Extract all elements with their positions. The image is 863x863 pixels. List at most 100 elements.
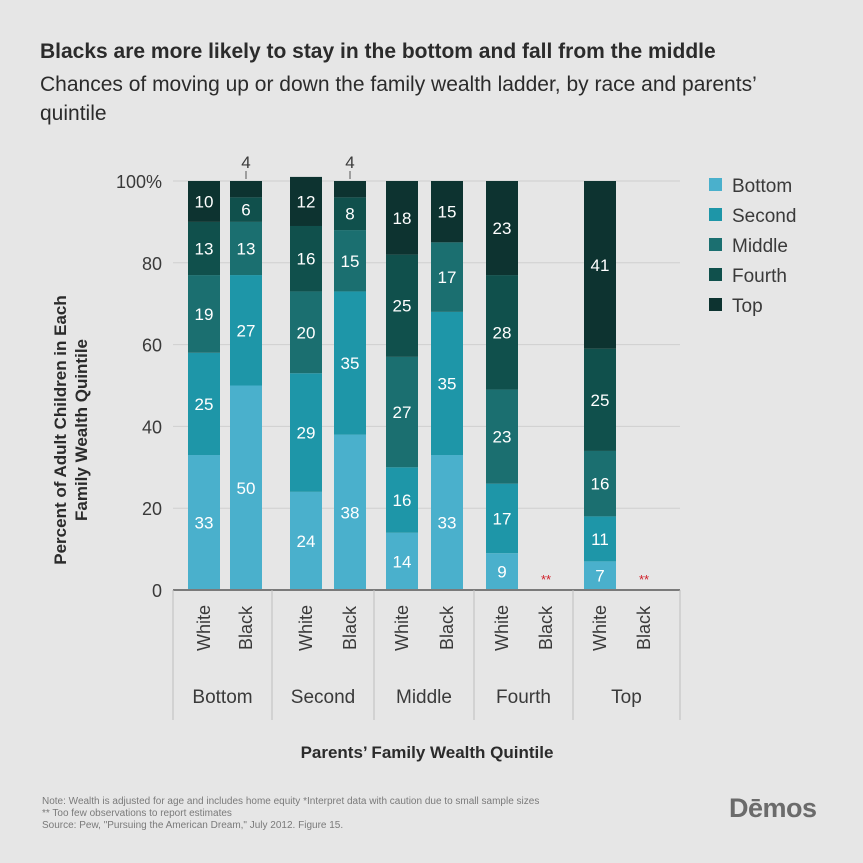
chart-title: Blacks are more likely to stay in the bo… [40,40,716,63]
legend-swatch-bottom [709,178,722,191]
data-label: 16 [591,475,610,494]
bar-segment-middle [188,275,220,353]
data-label: 14 [393,552,412,571]
data-label: 11 [591,530,609,549]
bar-segment-fourth [334,197,366,231]
data-label: 23 [493,219,512,238]
x-group-label: Second [291,687,355,708]
bar-segment-fourth [230,197,262,222]
bar-segment-middle [386,356,418,468]
data-label: 35 [438,374,457,393]
data-label: 38 [341,503,360,522]
legend-label: Fourth [732,266,787,287]
data-label: 12 [297,192,316,211]
bar-segment-top [386,181,418,255]
x-bar-label: White [392,605,412,651]
x-bar-label: Black [236,605,256,650]
data-label: 18 [393,209,412,228]
bar-segment-bottom [230,385,262,590]
bar-segment-second [290,373,322,492]
footnote-too-few: ** Too few observations to report estima… [42,808,232,819]
y-tick-label: 100% [116,172,162,192]
x-group-label: Top [611,687,642,708]
data-label: 20 [297,323,316,342]
bar-segment-fourth [386,254,418,357]
bar-segment-bottom [431,455,463,590]
too-few-observations-marker: ** [541,572,551,587]
data-label: 19 [195,305,214,324]
data-label: 27 [237,321,256,340]
data-label: 23 [493,428,512,447]
bar-segment-middle [431,242,463,312]
bar-segment-second [486,483,518,554]
bar-segment-second [230,275,262,386]
too-few-observations-marker: ** [639,572,649,587]
bar-segment-top [290,176,322,226]
data-label: 15 [341,252,360,271]
bar-segment-middle [584,450,616,517]
legend-swatch-top [709,298,722,311]
data-label: 13 [195,239,214,258]
x-bar-label: White [296,605,316,651]
data-label: 15 [438,203,457,222]
legend-swatch-second [709,208,722,221]
data-label: 35 [341,354,360,373]
x-bar-label: White [492,605,512,651]
bar-segment-second [334,291,366,435]
bar-segment-bottom [334,434,366,590]
data-label: 41 [591,256,610,275]
data-label: 27 [393,403,412,422]
legend-label: Second [732,206,796,227]
data-label: 6 [241,201,250,220]
footnotes: Note: Wealth is adjusted for age and inc… [42,796,539,832]
legend-swatch-middle [709,238,722,251]
bar-segment-top [334,181,366,198]
bar-segment-top [188,181,220,222]
data-label: 8 [345,205,354,224]
x-group-label: Fourth [496,687,551,708]
y-tick-label: 60 [142,336,162,356]
footnote-note: Note: Wealth is adjusted for age and inc… [42,796,540,807]
chart-subtitle: Chances of moving up or down the family … [40,73,756,125]
bar-segment-middle [334,230,366,292]
data-label: 17 [493,509,512,528]
y-tick-label: 40 [142,417,162,437]
bar-segment-middle [290,291,322,374]
legend-label: Top [732,296,763,317]
bar-segment-second [584,516,616,562]
legend-label: Middle [732,236,788,257]
bar-segment-middle [230,221,262,276]
bar-segment-second [188,352,220,456]
footnote-source: Source: Pew, "Pursuing the American Drea… [42,820,344,831]
x-group-label: Bottom [192,687,252,708]
data-label: 28 [493,323,512,342]
bar-segment-second [431,311,463,456]
data-label: 4 [345,153,354,172]
data-label: 7 [595,567,604,586]
bar-segment-bottom [486,553,518,590]
x-axis-title: Parents’ Family Wealth Quintile [301,743,554,762]
x-bar-label: White [590,605,610,651]
legend-label: Bottom [732,176,792,197]
data-label: 25 [591,391,610,410]
data-label: 16 [297,250,316,269]
bar-segment-top [431,181,463,243]
y-tick-label: 80 [142,254,162,274]
data-label: 33 [195,514,214,533]
x-bar-label: Black [437,605,457,650]
data-label: 25 [195,395,214,414]
bar-segment-fourth [290,225,322,292]
bar-segment-fourth [188,221,220,276]
bar-segment-top [584,181,616,349]
brand-logo: Dēmos [729,793,817,823]
bar-segment-bottom [584,561,616,590]
data-label: 29 [297,424,316,443]
bar-segment-fourth [584,348,616,451]
x-group-label: Middle [396,687,452,708]
y-axis-title: Percent of Adult Children in Each Family … [51,295,91,565]
data-label: 33 [438,514,457,533]
bar-segment-bottom [386,532,418,590]
y-tick-label: 20 [142,499,162,519]
bar-segment-bottom [290,491,322,590]
